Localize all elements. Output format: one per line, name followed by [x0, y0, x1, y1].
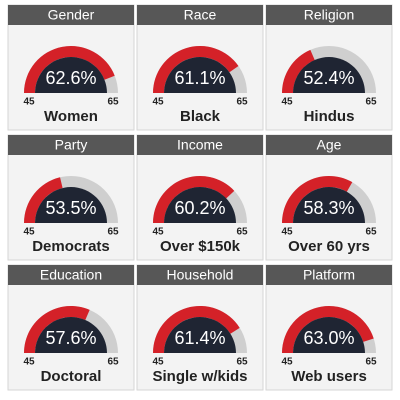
gauge-value: 58.3% [303, 198, 354, 218]
card-title: Household [167, 267, 234, 283]
card-title: Religion [304, 7, 355, 23]
gauge-arc [282, 175, 353, 223]
card-title: Education [40, 267, 102, 283]
gauge-center [35, 57, 107, 93]
gauge-tick-label: 45 [281, 357, 293, 368]
gauge-tick-label: 65 [365, 357, 377, 368]
card-header [137, 5, 263, 25]
gauge-tick-label: 65 [365, 227, 377, 238]
gauge-center [164, 57, 236, 93]
card-title: Age [317, 137, 342, 153]
gauge-value: 61.1% [174, 68, 225, 88]
card-header [137, 265, 263, 285]
gauge-tick-label: 65 [107, 227, 119, 238]
gauge-center [164, 317, 236, 353]
gauge-center [293, 57, 365, 93]
gauge-center [293, 317, 365, 353]
gauge-center [35, 317, 107, 353]
gauge-value: 53.5% [45, 198, 96, 218]
card [136, 4, 264, 131]
category-label: Hindus [304, 108, 355, 125]
card-header [137, 135, 263, 155]
gauge-value: 61.4% [174, 328, 225, 348]
gauge-arc [153, 175, 235, 223]
gauge-tick-label: 45 [281, 227, 293, 238]
card-title: Income [177, 137, 223, 153]
category-label: Democrats [32, 238, 110, 255]
gauge-tick-label: 65 [365, 97, 377, 108]
gauge-center [293, 187, 365, 223]
category-label: Women [44, 108, 98, 125]
gauge-arc [153, 305, 240, 353]
card-header [8, 5, 134, 25]
gauge-value: 60.2% [174, 198, 225, 218]
card-header [266, 135, 392, 155]
gauge-tick-label: 45 [152, 97, 164, 108]
card-title: Gender [48, 7, 95, 23]
category-label: Over $150k [160, 238, 241, 255]
card-title: Race [184, 7, 217, 23]
gauge-tick-label: 45 [23, 357, 35, 368]
gauge-arc [282, 49, 315, 93]
category-label: Black [180, 108, 221, 125]
gauge-tick-label: 65 [107, 97, 119, 108]
gauge-arc [282, 306, 374, 353]
gauge-value: 57.6% [45, 328, 96, 348]
gauge-arc [24, 305, 90, 353]
gauge-arc [24, 46, 115, 93]
gauge-tick-label: 65 [236, 227, 248, 238]
gauge-tick-label: 45 [281, 97, 293, 108]
gauge-arc [153, 46, 239, 93]
category-label: Doctoral [41, 368, 102, 385]
gauge-tick-label: 45 [23, 227, 35, 238]
card-header [266, 265, 392, 285]
card-title: Party [55, 137, 88, 153]
gauge-center [164, 187, 236, 223]
gauge-tick-label: 65 [236, 357, 248, 368]
gauge-tick-label: 45 [23, 97, 35, 108]
card-header [8, 265, 134, 285]
gauge-tick-label: 45 [152, 357, 164, 368]
category-label: Single w/kids [152, 368, 247, 385]
gauge-center [35, 187, 107, 223]
gauge-value: 63.0% [303, 328, 354, 348]
gauge-value: 62.6% [45, 68, 96, 88]
card-header [266, 5, 392, 25]
category-label: Over 60 yrs [288, 238, 370, 255]
gauge-tick-label: 65 [107, 357, 119, 368]
gauge-arc [24, 177, 63, 223]
gauge-value: 52.4% [303, 68, 354, 88]
gauge-tick-label: 65 [236, 97, 248, 108]
card-title: Platform [303, 267, 355, 283]
card-header [8, 135, 134, 155]
category-label: Web users [291, 368, 367, 385]
gauge-tick-label: 45 [152, 227, 164, 238]
